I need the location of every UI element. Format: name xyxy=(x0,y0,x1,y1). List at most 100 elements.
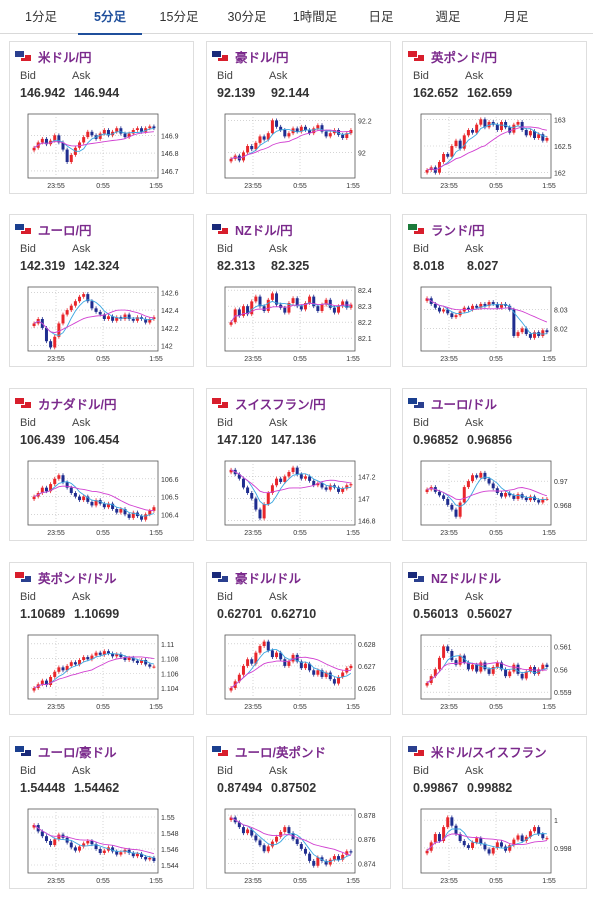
candle-body xyxy=(446,154,450,157)
ma-long-line xyxy=(33,131,154,149)
x-tick-label: 23:55 xyxy=(244,183,262,190)
tab-30min[interactable]: 30分足 xyxy=(227,10,267,24)
candlestick-chart[interactable]: 147.2 147 146.8 23:55 0:55 1:55 xyxy=(217,459,385,541)
y-tick-label: 142.6 xyxy=(161,290,179,297)
candle-body xyxy=(127,133,131,138)
rate-card[interactable]: 豪ドル/ドル Bid Ask 0.62701 0.62710 0.628 0.62… xyxy=(206,562,391,715)
currency-flag-icon xyxy=(14,571,32,583)
pair-name[interactable]: ユーロ/ドル xyxy=(431,397,497,412)
pair-name[interactable]: ランド/円 xyxy=(431,223,485,238)
pair-name[interactable]: ユーロ/円 xyxy=(38,223,92,238)
candlestick-chart[interactable]: 146.9 146.8 146.7 23:55 0:55 1:55 xyxy=(20,112,188,194)
candle-body xyxy=(528,496,532,501)
rate-card[interactable]: スイスフラン/円 Bid Ask 147.120 147.136 147.2 14… xyxy=(206,388,391,541)
candlestick-chart[interactable]: 8.03 8.02 23:55 0:55 1:55 xyxy=(413,285,581,367)
pair-name[interactable]: NZドル/ドル xyxy=(431,571,502,586)
pair-name[interactable]: 豪ドル/ドル xyxy=(235,571,301,586)
tab-weekly[interactable]: 週足 xyxy=(435,10,461,24)
pair-name[interactable]: 英ポンド/円 xyxy=(431,50,497,65)
chart-svg: 8.03 8.02 23:55 0:55 1:55 xyxy=(420,286,568,363)
candlestick-chart[interactable]: 0.561 0.56 0.559 23:55 0:55 1:55 xyxy=(413,633,581,715)
candlestick-chart[interactable]: 0.97 0.968 23:55 0:55 1:55 xyxy=(413,459,581,541)
candlestick-chart[interactable]: 142.6 142.4 142.2 142 23:55 0:55 1:55 xyxy=(20,285,188,367)
candle-body xyxy=(111,847,115,852)
candle-body xyxy=(508,671,512,677)
candlestick-chart[interactable]: 1.11 1.108 1.106 1.104 23:55 0:55 1:55 xyxy=(20,633,188,715)
pair-name[interactable]: カナダドル/円 xyxy=(38,397,117,412)
pair-name[interactable]: スイスフラン/円 xyxy=(235,397,326,412)
candle-body xyxy=(324,487,328,490)
candle-body xyxy=(237,822,241,828)
candlestick-chart[interactable]: 1.55 1.548 1.546 1.544 23:55 0:55 1:55 xyxy=(20,807,188,889)
candle-body xyxy=(475,305,479,308)
candle-body xyxy=(349,665,353,669)
bid-price: 162.652 xyxy=(413,86,459,100)
currency-flag-icon xyxy=(407,745,425,757)
candlestick-chart[interactable]: 82.4 82.3 82.2 82.1 23:55 0:55 1:55 xyxy=(217,285,385,367)
candle-body xyxy=(262,845,266,852)
rate-card[interactable]: 米ドル/スイスフラン Bid Ask 0.99867 0.99882 1 0.99… xyxy=(402,736,587,889)
x-tick-label: 1:55 xyxy=(346,183,360,190)
tab-daily[interactable]: 日足 xyxy=(368,10,394,24)
rate-card[interactable]: ユーロ/ドル Bid Ask 0.96852 0.96856 0.97 0.968… xyxy=(402,388,587,541)
candle-body xyxy=(119,128,123,134)
candlestick-chart[interactable]: 1 0.998 23:55 0:55 1:55 xyxy=(413,807,581,889)
candle-body xyxy=(73,662,77,665)
candle-body xyxy=(512,664,516,672)
pair-name[interactable]: 英ポンド/ドル xyxy=(38,571,117,586)
rate-card[interactable]: ユーロ/豪ドル Bid Ask 1.54448 1.54462 1.55 1.54… xyxy=(9,736,194,889)
ma-long-line xyxy=(230,817,352,856)
ma-long-line xyxy=(33,309,154,334)
pair-name[interactable]: NZドル/円 xyxy=(235,223,293,238)
candlestick-chart[interactable]: 92.2 92 23:55 0:55 1:55 xyxy=(217,112,385,194)
candle-body xyxy=(308,130,312,134)
rate-card[interactable]: 米ドル/円 Bid Ask 146.942 146.944 146.9 146.8… xyxy=(9,41,194,194)
tab-5min[interactable]: 5分足 xyxy=(78,0,142,35)
candlestick-chart[interactable]: 0.628 0.627 0.626 23:55 0:55 1:55 xyxy=(217,633,385,715)
rate-card[interactable]: 豪ドル/円 Bid Ask 92.139 92.144 92.2 92 23:55 0… xyxy=(206,41,391,194)
x-tick-label: 1:55 xyxy=(542,356,556,363)
y-tick-label: 0.998 xyxy=(554,846,572,853)
tab-15min[interactable]: 15分足 xyxy=(159,10,199,24)
candle-body xyxy=(524,328,528,335)
y-tick-label: 0.876 xyxy=(358,837,376,844)
rate-card[interactable]: NZドル/円 Bid Ask 82.313 82.325 82.4 82.3 82.… xyxy=(206,214,391,367)
ma-short-line xyxy=(230,469,351,506)
candle-body xyxy=(345,485,349,489)
tab-1min[interactable]: 1分足 xyxy=(25,10,57,24)
candle-body xyxy=(324,860,328,865)
tab-1hour[interactable]: 1時間足 xyxy=(292,10,338,24)
x-tick-label: 0:55 xyxy=(293,356,307,363)
pair-name[interactable]: 豪ドル/円 xyxy=(235,50,289,65)
candle-body xyxy=(86,841,90,844)
candle-body xyxy=(148,664,152,667)
tab-monthly[interactable]: 月足 xyxy=(503,10,529,24)
ask-label: Ask xyxy=(465,70,484,82)
candle-body xyxy=(520,835,524,841)
pair-name[interactable]: 米ドル/円 xyxy=(38,50,92,65)
candlestick-chart[interactable]: 106.6 106.5 106.4 23:55 0:55 1:55 xyxy=(20,459,188,541)
rate-card[interactable]: ユーロ/英ポンド Bid Ask 0.87494 0.87502 0.878 0.… xyxy=(206,736,391,889)
card-header: ユーロ/ドル xyxy=(407,395,497,412)
rate-card[interactable]: 英ポンド/ドル Bid Ask 1.10689 1.10699 1.11 1.10… xyxy=(9,562,194,715)
rate-card[interactable]: ユーロ/円 Bid Ask 142.319 142.324 142.6 142.4… xyxy=(9,214,194,367)
candle-body xyxy=(442,495,446,499)
pair-name[interactable]: 米ドル/スイスフラン xyxy=(431,745,547,760)
y-tick-label: 0.56 xyxy=(554,667,568,674)
rate-card[interactable]: カナダドル/円 Bid Ask 106.439 106.454 106.6 106… xyxy=(9,388,194,541)
rate-card[interactable]: NZドル/ドル Bid Ask 0.56013 0.56027 0.561 0.5… xyxy=(402,562,587,715)
card-header: スイスフラン/円 xyxy=(211,395,326,412)
pair-name[interactable]: ユーロ/英ポンド xyxy=(235,745,326,760)
currency-flag-icon xyxy=(407,50,425,62)
rate-card[interactable]: 英ポンド/円 Bid Ask 162.652 162.659 163 162.5 1… xyxy=(402,41,587,194)
x-tick-label: 23:55 xyxy=(440,530,458,537)
candlestick-chart[interactable]: 163 162.5 162 23:55 0:55 1:55 xyxy=(413,112,581,194)
y-tick-label: 1.106 xyxy=(161,671,179,678)
candle-body xyxy=(115,509,119,513)
candle-body xyxy=(466,845,470,848)
candlestick-chart[interactable]: 0.878 0.876 0.874 23:55 0:55 1:55 xyxy=(217,807,385,889)
x-tick-label: 0:55 xyxy=(293,530,307,537)
pair-name[interactable]: ユーロ/豪ドル xyxy=(38,745,117,760)
x-tick-label: 1:55 xyxy=(542,530,556,537)
rate-card[interactable]: ランド/円 Bid Ask 8.018 8.027 8.03 8.02 23:55 0… xyxy=(402,214,587,367)
